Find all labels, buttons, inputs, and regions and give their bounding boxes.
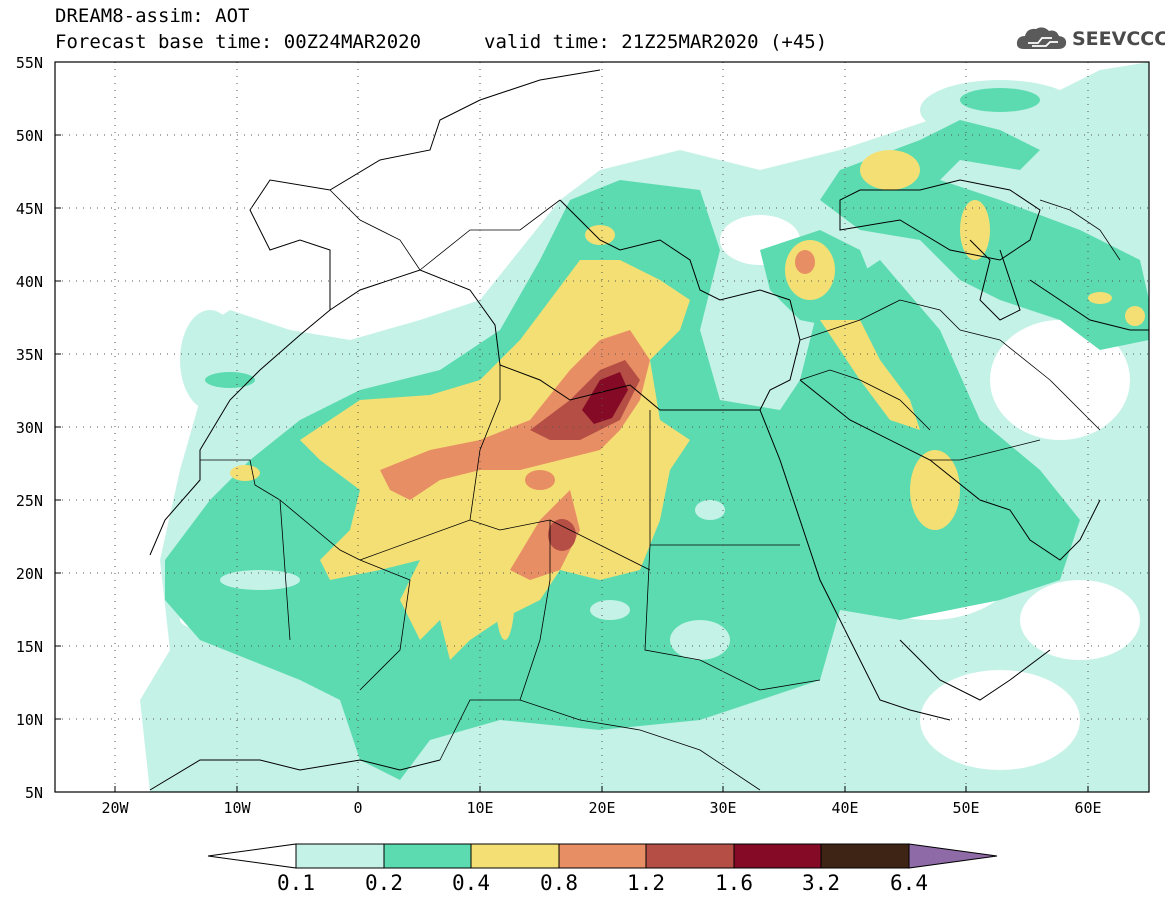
aot-band-1.6 [582, 372, 628, 424]
lat-label: 50N [16, 127, 43, 145]
colorbar-high-arrow [908, 843, 998, 869]
lat-label: 40N [16, 273, 43, 291]
lat-label: 20N [16, 565, 43, 583]
lon-label: 50E [952, 799, 979, 817]
colorbar-label: 0.8 [540, 871, 578, 895]
seevccc-logo: SEEVCCC [1016, 24, 1165, 54]
colorbar-segment [558, 843, 647, 869]
logo-text: SEEVCCC [1072, 28, 1165, 50]
colorbar-segment [295, 843, 385, 869]
colorbar-label: 6.4 [890, 871, 928, 895]
colorbar-label: 0.2 [365, 871, 403, 895]
colorbar-segment [820, 843, 910, 869]
aot-band-0.8 [380, 250, 815, 580]
lon-label: 10W [223, 799, 251, 817]
colorbar-segment [470, 843, 560, 869]
lon-label: 0 [353, 799, 362, 817]
cloud-icon [1016, 27, 1067, 49]
country-borders [200, 189, 1121, 791]
lat-label: 30N [16, 419, 43, 437]
title-line-1: DREAM8-assim: AOT [55, 5, 250, 27]
coastlines [149, 69, 1149, 791]
colorbar-segment [383, 843, 472, 869]
colorbar-label: 0.4 [452, 871, 490, 895]
latitude-labels: 5N 10N 15N 20N 25N 30N 35N 40N 45N 50N 5… [16, 54, 43, 802]
tick-marks [55, 61, 1089, 793]
lat-label: 15N [16, 638, 43, 656]
title-line-3: valid time: 21Z25MAR2020 (+45) [484, 31, 828, 53]
graticule [55, 62, 1149, 792]
lat-label: 25N [16, 492, 43, 510]
lon-label: 40E [831, 799, 858, 817]
colorbar-label: 1.6 [715, 871, 753, 895]
colorbar-segment [645, 843, 735, 869]
lon-label: 20E [588, 799, 615, 817]
colorbar-label: 3.2 [802, 871, 840, 895]
colorbar-low-arrow [207, 843, 297, 869]
colorbar-label: 1.2 [627, 871, 665, 895]
lon-label: 60E [1074, 799, 1101, 817]
longitude-labels: 20W 10W 0 10E 20E 30E 40E 50E 60E [101, 799, 1101, 817]
lat-label: 10N [16, 711, 43, 729]
lat-label: 45N [16, 200, 43, 218]
lon-label: 30E [709, 799, 736, 817]
lat-label: 35N [16, 346, 43, 364]
colorbar [207, 843, 998, 869]
title-line-2: Forecast base time: 00Z24MAR2020 [55, 31, 422, 53]
lat-label: 5N [25, 784, 43, 802]
colorbar-segment [733, 843, 822, 869]
lon-label: 20W [101, 799, 129, 817]
aot-field [55, 62, 1149, 792]
colorbar-label: 0.1 [277, 871, 315, 895]
lon-label: 10E [466, 799, 493, 817]
lat-label: 55N [16, 54, 43, 72]
